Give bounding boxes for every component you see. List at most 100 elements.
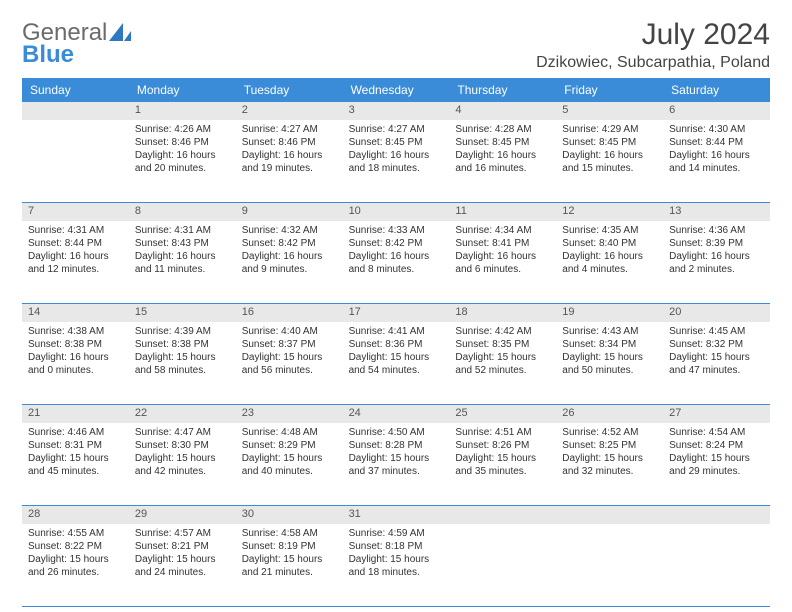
day-number: 30: [236, 506, 343, 524]
day-number: [663, 506, 770, 524]
day-number: 9: [236, 203, 343, 221]
day-line: Daylight: 15 hours and 56 minutes.: [242, 351, 337, 377]
day-line: Sunrise: 4:47 AM: [135, 426, 230, 439]
day-line: Sunrise: 4:36 AM: [669, 224, 764, 237]
day-number: 4: [449, 102, 556, 120]
day-line: Sunset: 8:45 PM: [455, 136, 550, 149]
day-line: Sunset: 8:45 PM: [562, 136, 657, 149]
logo-blue: Blue: [22, 41, 74, 68]
day-cell: Sunrise: 4:34 AMSunset: 8:41 PMDaylight:…: [449, 221, 556, 303]
day-cell: Sunrise: 4:26 AMSunset: 8:46 PMDaylight:…: [129, 120, 236, 202]
day-header-cell: Monday: [129, 78, 236, 102]
day-line: Sunset: 8:38 PM: [135, 338, 230, 351]
day-number: 6: [663, 102, 770, 120]
day-line: Sunrise: 4:40 AM: [242, 325, 337, 338]
day-line: Sunset: 8:24 PM: [669, 439, 764, 452]
day-cell: Sunrise: 4:33 AMSunset: 8:42 PMDaylight:…: [343, 221, 450, 303]
day-number: 1: [129, 102, 236, 120]
day-line: Daylight: 15 hours and 32 minutes.: [562, 452, 657, 478]
day-line: Sunset: 8:35 PM: [455, 338, 550, 351]
day-line: Daylight: 16 hours and 14 minutes.: [669, 149, 764, 175]
day-line: Sunrise: 4:41 AM: [349, 325, 444, 338]
daynum-row: 14151617181920: [22, 304, 770, 322]
day-line: Sunset: 8:28 PM: [349, 439, 444, 452]
day-cell: [556, 524, 663, 606]
day-line: Sunrise: 4:57 AM: [135, 527, 230, 540]
day-line: Sunset: 8:42 PM: [242, 237, 337, 250]
day-cell: Sunrise: 4:43 AMSunset: 8:34 PMDaylight:…: [556, 322, 663, 404]
week-row: Sunrise: 4:31 AMSunset: 8:44 PMDaylight:…: [22, 221, 770, 304]
day-line: Sunrise: 4:54 AM: [669, 426, 764, 439]
day-header-cell: Wednesday: [343, 78, 450, 102]
day-line: Sunset: 8:45 PM: [349, 136, 444, 149]
day-line: Daylight: 15 hours and 35 minutes.: [455, 452, 550, 478]
daynum-row: 78910111213: [22, 203, 770, 221]
day-line: Daylight: 16 hours and 6 minutes.: [455, 250, 550, 276]
day-cell: Sunrise: 4:40 AMSunset: 8:37 PMDaylight:…: [236, 322, 343, 404]
day-line: Sunset: 8:26 PM: [455, 439, 550, 452]
week-row: Sunrise: 4:26 AMSunset: 8:46 PMDaylight:…: [22, 120, 770, 203]
day-line: Sunset: 8:40 PM: [562, 237, 657, 250]
day-line: Sunset: 8:36 PM: [349, 338, 444, 351]
day-line: Sunrise: 4:38 AM: [28, 325, 123, 338]
day-cell: Sunrise: 4:51 AMSunset: 8:26 PMDaylight:…: [449, 423, 556, 505]
week-row: Sunrise: 4:46 AMSunset: 8:31 PMDaylight:…: [22, 423, 770, 506]
day-cell: [663, 524, 770, 606]
day-number: 31: [343, 506, 450, 524]
day-cell: Sunrise: 4:27 AMSunset: 8:45 PMDaylight:…: [343, 120, 450, 202]
day-cell: Sunrise: 4:59 AMSunset: 8:18 PMDaylight:…: [343, 524, 450, 606]
day-line: Daylight: 15 hours and 26 minutes.: [28, 553, 123, 579]
day-cell: Sunrise: 4:28 AMSunset: 8:45 PMDaylight:…: [449, 120, 556, 202]
week-row: Sunrise: 4:55 AMSunset: 8:22 PMDaylight:…: [22, 524, 770, 607]
location: Dzikowiec, Subcarpathia, Poland: [536, 54, 770, 72]
day-cell: Sunrise: 4:42 AMSunset: 8:35 PMDaylight:…: [449, 322, 556, 404]
day-header-cell: Tuesday: [236, 78, 343, 102]
day-line: Sunrise: 4:34 AM: [455, 224, 550, 237]
day-line: Daylight: 16 hours and 19 minutes.: [242, 149, 337, 175]
day-number: 11: [449, 203, 556, 221]
day-line: Sunrise: 4:51 AM: [455, 426, 550, 439]
day-line: Sunrise: 4:33 AM: [349, 224, 444, 237]
day-number: 2: [236, 102, 343, 120]
day-number: 7: [22, 203, 129, 221]
day-number: 20: [663, 304, 770, 322]
logo: General Blue: [22, 22, 131, 66]
day-line: Sunset: 8:39 PM: [669, 237, 764, 250]
day-line: Daylight: 16 hours and 18 minutes.: [349, 149, 444, 175]
day-line: Daylight: 16 hours and 11 minutes.: [135, 250, 230, 276]
title-block: July 2024 Dzikowiec, Subcarpathia, Polan…: [536, 18, 770, 72]
day-number: 13: [663, 203, 770, 221]
day-number: 3: [343, 102, 450, 120]
day-number: 28: [22, 506, 129, 524]
day-line: Daylight: 15 hours and 45 minutes.: [28, 452, 123, 478]
day-line: Sunrise: 4:26 AM: [135, 123, 230, 136]
day-number: [22, 102, 129, 120]
day-line: Daylight: 15 hours and 21 minutes.: [242, 553, 337, 579]
day-line: Daylight: 16 hours and 20 minutes.: [135, 149, 230, 175]
day-line: Sunrise: 4:42 AM: [455, 325, 550, 338]
day-line: Sunset: 8:38 PM: [28, 338, 123, 351]
day-line: Sunset: 8:42 PM: [349, 237, 444, 250]
day-line: Sunrise: 4:31 AM: [28, 224, 123, 237]
day-cell: Sunrise: 4:32 AMSunset: 8:42 PMDaylight:…: [236, 221, 343, 303]
day-line: Sunrise: 4:52 AM: [562, 426, 657, 439]
day-cell: Sunrise: 4:30 AMSunset: 8:44 PMDaylight:…: [663, 120, 770, 202]
day-number: 27: [663, 405, 770, 423]
day-cell: [22, 120, 129, 202]
day-cell: Sunrise: 4:38 AMSunset: 8:38 PMDaylight:…: [22, 322, 129, 404]
day-line: Sunset: 8:34 PM: [562, 338, 657, 351]
day-number: 8: [129, 203, 236, 221]
day-line: Sunset: 8:32 PM: [669, 338, 764, 351]
header: General Blue July 2024 Dzikowiec, Subcar…: [22, 18, 770, 72]
day-cell: Sunrise: 4:31 AMSunset: 8:44 PMDaylight:…: [22, 221, 129, 303]
day-line: Sunrise: 4:48 AM: [242, 426, 337, 439]
day-line: Sunrise: 4:59 AM: [349, 527, 444, 540]
day-number: 12: [556, 203, 663, 221]
day-line: Daylight: 15 hours and 52 minutes.: [455, 351, 550, 377]
day-cell: Sunrise: 4:41 AMSunset: 8:36 PMDaylight:…: [343, 322, 450, 404]
day-header-cell: Friday: [556, 78, 663, 102]
day-line: Daylight: 16 hours and 9 minutes.: [242, 250, 337, 276]
day-line: Sunrise: 4:32 AM: [242, 224, 337, 237]
day-line: Sunset: 8:18 PM: [349, 540, 444, 553]
day-line: Sunset: 8:29 PM: [242, 439, 337, 452]
